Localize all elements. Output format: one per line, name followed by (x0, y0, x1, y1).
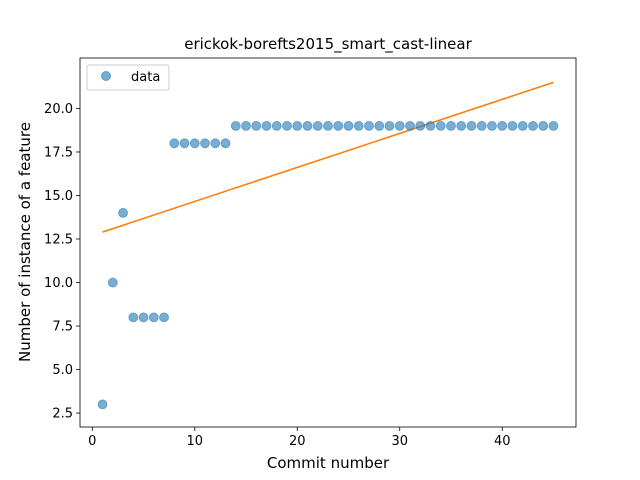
data-point (466, 120, 477, 131)
y-tick-label: 20.0 (44, 102, 73, 117)
data-point (179, 138, 190, 149)
x-tick-label: 20 (289, 434, 306, 449)
y-tick-label: 17.5 (44, 145, 73, 160)
data-point (302, 120, 313, 131)
y-tick-label: 2.5 (52, 407, 73, 422)
data-point (292, 120, 303, 131)
data-point (343, 120, 354, 131)
data-point (487, 120, 497, 131)
data-point (517, 120, 528, 131)
data-point (312, 120, 323, 131)
data-point (476, 120, 487, 131)
legend-marker-data (101, 71, 111, 81)
data-point (189, 138, 200, 149)
data-point (241, 120, 251, 131)
data-point (446, 120, 456, 131)
data-point (282, 120, 292, 131)
data-point (148, 312, 159, 323)
x-tick-label: 40 (494, 434, 511, 449)
y-tick-label: 15.0 (44, 189, 73, 204)
data-point (323, 120, 333, 131)
data-point (497, 120, 508, 131)
trend-layer (102, 81, 554, 233)
data-point (97, 399, 108, 410)
data-point (271, 120, 282, 131)
data-point (425, 120, 436, 131)
plot-frame (79, 57, 577, 428)
data-point (138, 312, 149, 323)
data-point (405, 120, 415, 131)
data-point (169, 138, 180, 149)
data-point (251, 120, 262, 131)
y-axis-label: Number of instance of a feature (16, 122, 34, 362)
data-point (507, 120, 518, 131)
data-point (230, 120, 241, 131)
data-point (220, 138, 231, 149)
x-tick-label: 30 (391, 434, 408, 449)
y-axis: 2.5 5.0 7.5 10.0 12.5 15.0 17.5 20.0 (44, 102, 80, 422)
chart-title: erickok-borefts2015_smart_cast-linear (184, 35, 472, 54)
data-point (435, 120, 446, 131)
data-point (394, 120, 405, 131)
data-point (200, 138, 210, 149)
data-point (107, 277, 118, 288)
x-axis: 0 10 20 30 40 (88, 427, 510, 449)
points-layer (97, 120, 559, 410)
x-tick-label: 10 (187, 434, 204, 449)
legend: data (86, 64, 170, 91)
data-point (118, 208, 128, 218)
legend-label-data: data (131, 70, 160, 85)
data-point (415, 120, 426, 131)
plot-area (80, 58, 576, 427)
data-point (159, 312, 169, 323)
data-point (364, 120, 374, 131)
data-point (353, 120, 364, 131)
data-point (128, 312, 139, 323)
y-tick-label: 5.0 (52, 363, 73, 378)
data-point (384, 120, 395, 131)
data-point (548, 120, 559, 131)
y-tick-label: 7.5 (52, 320, 73, 335)
x-tick-label: 0 (88, 434, 96, 449)
data-point (333, 120, 344, 131)
data-point (538, 120, 549, 131)
data-point (456, 120, 467, 131)
x-axis-label: Commit number (267, 454, 390, 472)
y-tick-label: 10.0 (44, 276, 73, 291)
data-point (374, 120, 385, 131)
trend-line (102, 81, 554, 233)
data-point (261, 120, 272, 131)
data-point (528, 120, 538, 131)
y-tick-label: 12.5 (44, 233, 73, 248)
data-point (210, 138, 221, 149)
